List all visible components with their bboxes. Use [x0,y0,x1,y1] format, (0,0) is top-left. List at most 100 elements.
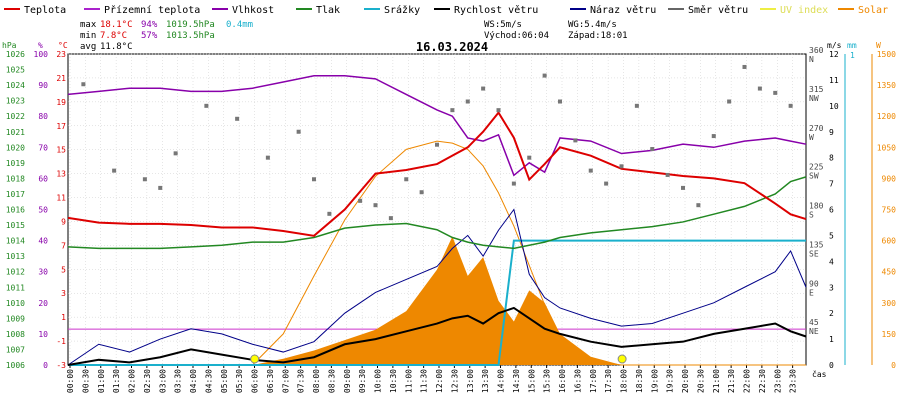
stat-min-temp: 7.8°C [100,31,127,41]
pressure-tick-label: 1008 [6,330,25,339]
sunrise-marker [250,354,260,364]
wind-direction-point [81,82,86,87]
wind-direction-point [634,103,639,108]
wind-direction-point [373,203,378,208]
wind-tick-label: 4 [829,257,834,266]
rain-line [68,239,806,366]
legend-item-wind-gust: Náraz větru [590,4,656,16]
humidity-tick-label: 50 [38,206,48,215]
time-tick-label: 08:00 [312,369,321,393]
pressure-tick-label: 1011 [6,283,25,292]
wind-direction-point [650,147,655,152]
direction-tick-dir: SE [809,249,819,258]
time-tick-label: 09:30 [358,369,367,393]
wind-direction-point [788,103,793,108]
temp-tick-label: 15 [56,146,66,155]
legend-item-pressure: Tlak [316,5,340,16]
pressure-tick-label: 1013 [6,252,25,261]
solar-tick-label: 1200 [877,112,896,121]
wind-direction-point [511,181,516,186]
pressure-tick-label: 1023 [6,97,25,106]
plot-area [67,64,807,366]
temp-tick-label: -1 [56,337,66,346]
humidity-tick-label: 100 [34,50,49,59]
time-tick-label: 02:30 [143,369,152,393]
time-tick-label: 12:00 [435,369,444,393]
time-tick-label: 03:00 [158,369,167,393]
time-tick-label: 00:30 [81,369,90,393]
time-axis-label: čas [812,369,827,379]
solar-tick-label: 450 [882,268,897,277]
temp-tick-label: 11 [56,194,66,203]
time-tick-label: 05:00 [220,369,229,393]
legend-item-ground-temperature: Přízemní teplota [104,4,200,16]
legend-item-temperature: Teplota [24,5,66,16]
time-tick-label: 17:30 [604,369,613,393]
time-tick-label: 06:00 [251,369,260,393]
time-tick-label: 12:30 [450,369,459,393]
time-tick-label: 18:00 [620,369,629,393]
time-tick-label: 23:00 [773,369,782,393]
humidity-tick-label: 80 [38,112,48,121]
wind-direction-point [265,155,270,160]
wind-direction-point [204,103,209,108]
wind-direction-point [573,138,578,143]
sunset-marker [617,354,627,364]
wind-direction-point [604,181,609,186]
wind-unit: m/s [827,41,842,50]
pressure-tick-label: 1026 [6,50,25,59]
solar-tick-label: 1050 [877,143,896,152]
stat-max-temp: 18.1°C [100,20,133,30]
time-tick-label: 06:30 [266,369,275,393]
stat-max-rain: 0.4mm [226,20,253,30]
temp-tick-label: 9 [61,217,66,226]
wind-direction-point [142,177,147,182]
time-tick-label: 04:00 [189,369,198,393]
wind-direction-point [158,185,163,190]
solar-tick-label: 1500 [877,50,896,59]
humidity-tick-label: 60 [38,174,48,183]
stat-max-humidity: 94% [141,20,158,30]
wind-direction-point [419,190,424,195]
wind-tick-label: 5 [829,231,834,240]
wind-direction-point [465,99,470,104]
direction-tick-label: 225 [809,163,824,172]
legend-item-humidity: Vlhkost [232,5,274,16]
temp-tick-label: 23 [56,50,66,59]
time-tick-label: 01:00 [97,369,106,393]
time-tick-label: 14:30 [512,369,521,393]
humidity-tick-label: 30 [38,268,48,277]
wind-tick-label: 11 [829,76,839,85]
wind-tick-label: 9 [829,128,834,137]
temperature-line [67,110,807,237]
wind-direction-point [665,172,670,177]
time-tick-label: 22:30 [758,369,767,393]
wind-tick-label: 1 [829,335,834,344]
wind-direction-point [435,142,439,147]
time-tick-label: 19:30 [666,369,675,393]
pressure-tick-label: 1012 [6,268,25,277]
direction-tick-dir: E [809,288,814,297]
time-tick-label: 05:30 [235,369,244,393]
time-tick-label: 13:00 [466,369,475,393]
humidity-unit: % [38,41,43,50]
direction-tick-label: 45 [809,318,819,327]
wind-direction-point [619,164,624,169]
wind-tick-label: 2 [829,309,834,318]
pressure-tick-label: 1022 [6,112,25,121]
wind-direction-point [727,99,732,104]
wind-tick-label: 6 [829,206,834,215]
time-tick-label: 08:30 [327,369,336,393]
stat-max-label: max [80,20,97,30]
pressure-tick-label: 1016 [6,206,25,215]
stat-wind-speed: WS:5m/s [484,20,522,30]
wind-tick-label: 7 [829,180,834,189]
temperature-unit: °C [58,41,68,50]
pressure-tick-label: 1018 [6,174,25,183]
wind-direction-point [312,177,316,182]
direction-tick-label: 90 [809,279,819,288]
time-tick-label: 16:30 [573,369,582,393]
wind-direction-point [696,203,701,208]
stat-sunset: Západ:18:01 [568,31,628,41]
pressure-tick-label: 1024 [6,81,25,90]
